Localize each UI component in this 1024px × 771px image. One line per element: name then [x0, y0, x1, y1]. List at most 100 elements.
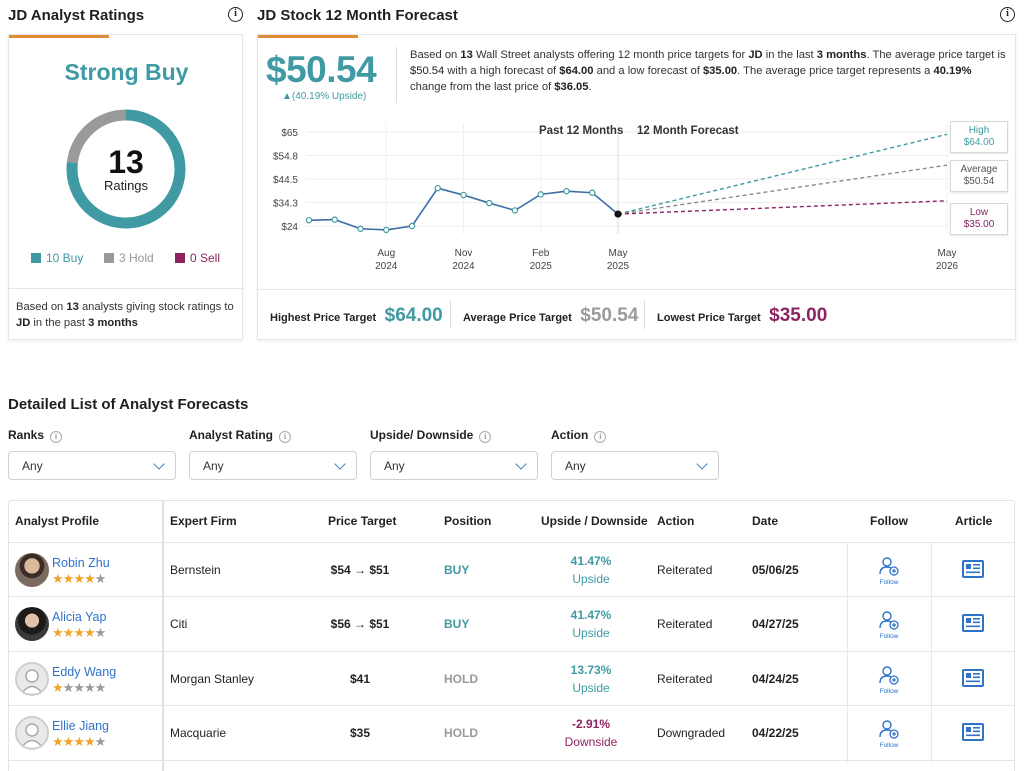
- col-expert-firm[interactable]: Expert Firm: [170, 514, 237, 528]
- star-icon: ★: [73, 571, 85, 586]
- star-icon: ★: [62, 571, 75, 586]
- sticky-column-divider: [162, 501, 164, 771]
- avatar[interactable]: [15, 553, 49, 587]
- follow-button[interactable]: Follow: [874, 610, 904, 640]
- follow-button[interactable]: Follow: [874, 665, 904, 695]
- date: 04/27/25: [752, 617, 799, 631]
- ratings-title: JD Analyst Ratings: [8, 7, 145, 24]
- upside-text: (40.19% Upside): [291, 91, 367, 102]
- price-point: [357, 225, 364, 232]
- legend-buy: 10 Buy: [31, 251, 83, 265]
- donut-hold-segment: [66, 109, 127, 164]
- up-arrow-icon: ▲: [282, 91, 292, 102]
- follow-label: Follow: [879, 742, 899, 749]
- col-analyst-profile[interactable]: Analyst Profile: [15, 514, 100, 528]
- analyst-name-link[interactable]: Eddy Wang: [52, 665, 117, 679]
- avatar[interactable]: [15, 662, 49, 696]
- select-value: Any: [384, 459, 405, 473]
- filter-rating-label: Analyst Rating i: [189, 428, 292, 443]
- avatar[interactable]: [15, 607, 49, 641]
- action: Downgraded: [657, 726, 726, 740]
- accent-underline: [258, 35, 358, 38]
- info-icon[interactable]: i: [50, 431, 63, 443]
- chevron-down-icon: [696, 458, 708, 470]
- ratings-donut: [66, 109, 186, 229]
- add-user-icon: [879, 611, 899, 630]
- footer-text: in the past: [30, 317, 89, 329]
- legend-hold-label: 3 Hold: [119, 251, 154, 265]
- news-icon: [966, 618, 980, 628]
- info-icon[interactable]: i: [594, 431, 607, 443]
- forecast-low-line: [617, 200, 948, 215]
- accent-underline: [9, 35, 109, 38]
- col-date[interactable]: Date: [752, 514, 779, 528]
- x-tick-year: 2024: [375, 261, 398, 272]
- analyst-star-rating: ★★★★★: [52, 571, 106, 586]
- chart-header-future: 12 Month Forecast: [637, 125, 739, 137]
- info-icon[interactable]: i: [1000, 7, 1015, 22]
- position-badge: HOLD: [444, 672, 478, 686]
- star-icon: ★: [62, 680, 75, 695]
- info-icon[interactable]: i: [479, 431, 492, 443]
- ratings-card: Strong Buy 13 Ratings 10 Buy 3 Hold 0 Se…: [8, 34, 244, 340]
- buy-swatch: [31, 253, 41, 263]
- follow-label: Follow: [879, 579, 899, 586]
- divider: [258, 289, 1015, 290]
- filter-label-text: Upside/ Downside: [370, 428, 474, 442]
- desc-text: change from the last price of: [410, 81, 555, 93]
- high-tag-value: $64.00: [963, 137, 995, 148]
- info-icon[interactable]: i: [228, 7, 243, 22]
- col-action[interactable]: Action: [657, 514, 695, 528]
- analyst-name-link[interactable]: Alicia Yap: [52, 610, 107, 624]
- forecast-card: $50.54 ▲(40.19% Upside) Based on 13 Wall…: [257, 34, 1016, 340]
- x-tick-month: Nov: [455, 248, 473, 259]
- article-icon[interactable]: [962, 614, 984, 632]
- price-point: [460, 191, 467, 199]
- filter-action-select[interactable]: Any: [551, 451, 719, 480]
- star-icon: ★: [73, 680, 85, 695]
- col-price-target[interactable]: Price Target: [328, 514, 397, 528]
- chevron-down-icon: [334, 458, 346, 470]
- upside-direction: Upside: [572, 626, 610, 640]
- star-icon: ★: [73, 734, 85, 749]
- col-position[interactable]: Position: [444, 514, 492, 528]
- current-price-point: [614, 210, 622, 218]
- follow-button[interactable]: Follow: [874, 556, 904, 586]
- article-icon[interactable]: [962, 723, 984, 741]
- action: Reiterated: [657, 617, 713, 631]
- filter-ranks-label: Ranks i: [8, 428, 63, 443]
- average-tag: Average $50.54: [950, 160, 1008, 192]
- desc-text: and a low forecast of: [593, 65, 703, 77]
- filter-updown-select[interactable]: Any: [370, 451, 538, 480]
- news-icon: [966, 564, 980, 574]
- avatar[interactable]: [15, 716, 49, 750]
- expert-firm: Bernstein: [170, 563, 221, 577]
- star-icon: ★: [52, 625, 64, 640]
- x-tick-year: 2025: [530, 261, 553, 272]
- x-tick-month: May: [938, 248, 957, 259]
- article-icon[interactable]: [962, 560, 984, 578]
- high-tag: High $64.00: [950, 121, 1008, 153]
- desc-high: $64.00: [559, 65, 594, 77]
- article-icon[interactable]: [962, 669, 984, 687]
- desc-avg: $50.54: [410, 65, 445, 77]
- price-target: $41: [349, 672, 371, 686]
- upside-pct: -2.91%: [571, 717, 611, 731]
- filter-rating-select[interactable]: Any: [189, 451, 357, 480]
- analyst-name-link[interactable]: Robin Zhu: [52, 556, 110, 570]
- chart-header-past: Past 12 Months: [539, 125, 624, 137]
- price-point: [486, 199, 493, 207]
- analyst-name-link[interactable]: Ellie Jiang: [52, 719, 109, 733]
- filter-ranks-select[interactable]: Any: [8, 451, 176, 480]
- price-point: [331, 216, 338, 223]
- filter-label-text: Analyst Rating: [189, 428, 274, 442]
- follow-button[interactable]: Follow: [874, 719, 904, 749]
- info-icon[interactable]: i: [279, 431, 292, 443]
- star-icon: ★: [94, 734, 107, 749]
- x-tick-month: Aug: [377, 248, 395, 259]
- chevron-down-icon: [515, 458, 527, 470]
- desc-text: in the last: [762, 49, 817, 61]
- footer-ticker: JD: [16, 317, 31, 329]
- col-upside-downside[interactable]: Upside / Downside: [541, 514, 648, 528]
- legend-sell: 0 Sell: [175, 251, 220, 265]
